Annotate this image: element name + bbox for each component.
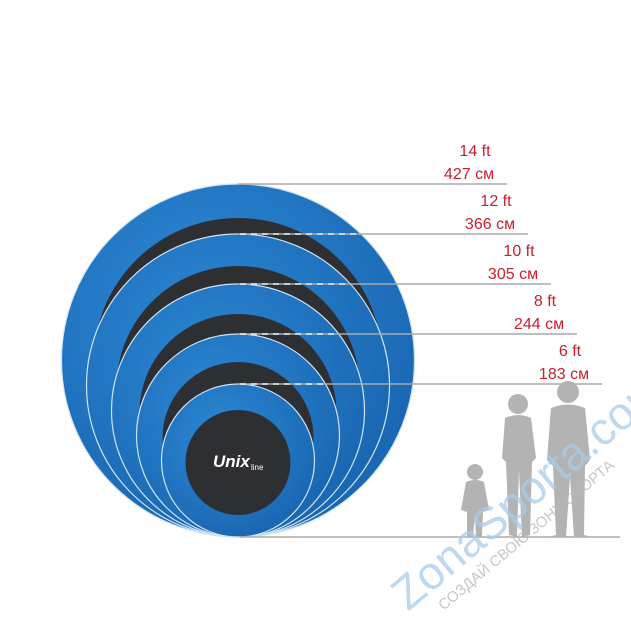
silhouettes (461, 381, 592, 537)
size-label-ft: 14 ft (459, 143, 491, 160)
size-label-cm: 305 см (488, 266, 538, 283)
trampoline-6-ft (160, 383, 316, 538)
size-label-ft: 12 ft (480, 193, 512, 210)
svg-text:Unix: Unix (213, 452, 251, 471)
size-label-ft: 8 ft (534, 293, 557, 310)
size-label-cm: 244 см (514, 316, 564, 333)
size-labels: 14 ft 427 см 12 ft 366 см 10 ft 305 см 8 ft 244… (444, 143, 589, 383)
unix-line-logo: Unix line (213, 452, 264, 472)
man-silhouette (547, 381, 592, 537)
trampoline-circles: Unix line (60, 183, 416, 538)
woman-silhouette (502, 394, 536, 537)
size-label-ft: 6 ft (559, 343, 582, 360)
size-label-cm: 427 см (444, 166, 494, 183)
child-silhouette (461, 464, 489, 537)
watermark-brand: ZonaSporta.com (381, 361, 631, 619)
size-label-cm: 183 см (539, 366, 589, 383)
size-label-cm: 366 см (465, 216, 515, 233)
watermark: ZonaSporta.com СОЗДАЙ СВОЮ ЗОНУ СПОРТА (381, 361, 631, 619)
svg-text:line: line (251, 463, 264, 472)
size-lines (238, 183, 602, 385)
jumping-mat (185, 410, 291, 515)
size-label-ft: 10 ft (503, 243, 535, 260)
